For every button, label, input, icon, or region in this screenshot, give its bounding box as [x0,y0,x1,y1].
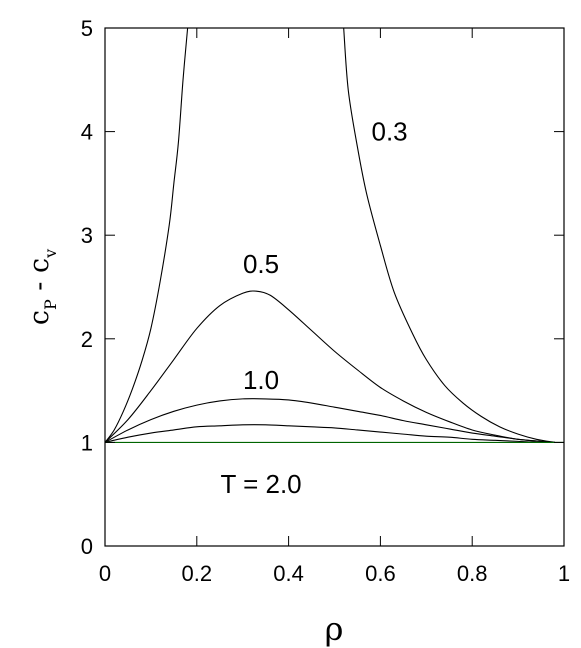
series-label: 0.3 [372,117,408,147]
y-axis-title-dash: - [24,273,55,299]
series-line [104,290,555,443]
x-tick-label: 0.8 [457,561,488,586]
y-axis-title-base1: c [24,310,55,325]
y-tick-label: 5 [81,16,93,41]
series-line [104,398,555,443]
series-line [343,27,555,443]
y-axis-title-sub2: v [41,249,60,259]
svg-text:cP - cv: cP - cv [24,249,60,325]
plot-frame [104,27,565,547]
series-label: 0.5 [243,249,279,279]
series-label: T = 2.0 [220,469,301,499]
y-tick-label: 1 [81,430,93,455]
x-axis-title: ρ [325,610,344,648]
x-tick-label: 0.6 [365,561,396,586]
curve-labels: 0.3 0.5 1.0 T = 2.0 [220,117,407,499]
x-tick-label: 1 [558,561,570,586]
series-line [104,424,555,444]
y-tick-label: 0 [81,534,93,559]
x-tick-label: 0.2 [182,561,213,586]
ticks: 0 0.2 0.4 0.6 0.8 1 0 1 2 3 4 5 [81,16,570,586]
y-tick-label: 3 [81,223,93,248]
y-axis-title: cP - cv [24,249,60,325]
series-line [104,27,189,443]
y-axis-title-sub1: P [41,299,60,310]
series-label: 1.0 [243,365,279,395]
y-axis-title-base2: c [24,258,55,273]
curves [104,27,564,444]
y-tick-label: 4 [81,120,93,145]
x-tick-label: 0 [99,561,111,586]
x-tick-label: 0.4 [273,561,304,586]
y-tick-label: 2 [81,327,93,352]
